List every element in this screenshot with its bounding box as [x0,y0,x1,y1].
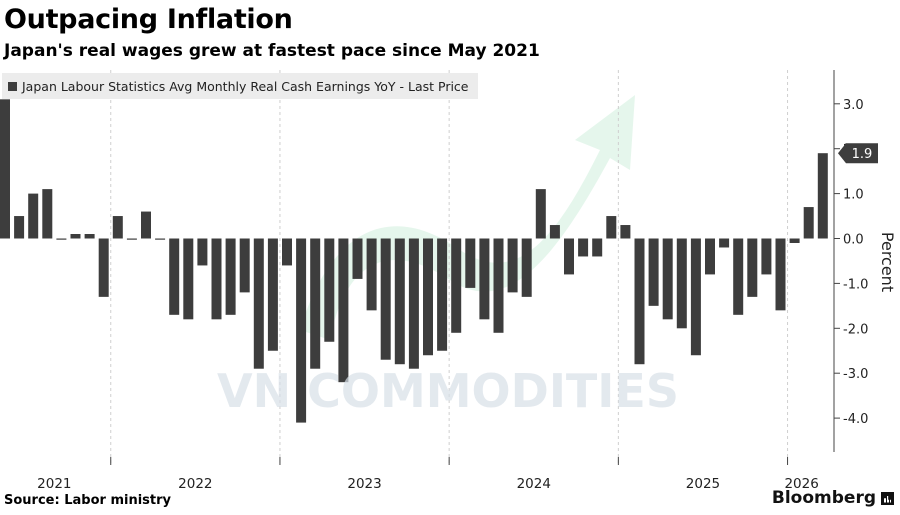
bar [719,238,730,248]
bar [70,234,81,239]
bar [183,238,194,320]
y-tick-label: 3.0 [843,98,864,113]
x-tick-label: 2025 [686,476,720,492]
x-tick-label: 2022 [178,476,212,492]
bar [352,238,363,279]
bar [14,216,25,239]
bar [648,238,659,306]
legend: Japan Labour Statistics Avg Monthly Real… [2,73,478,99]
axes: 3.02.01.00.0-1.0-2.0-3.0-4.0Percent20212… [37,70,897,492]
x-tick-label: 2021 [37,476,71,492]
bar [197,238,208,266]
bar [549,225,560,239]
bar [535,189,546,239]
bar [282,238,292,266]
bars [0,99,828,423]
bar [225,238,236,315]
bar [141,211,151,239]
bar [592,238,603,257]
bar [126,238,137,240]
bar [380,238,391,360]
bar [98,238,109,297]
bar [733,238,744,315]
bar [465,238,476,288]
bar [634,238,645,365]
bar [437,238,448,351]
bar [817,153,828,239]
source-note: Source: Labor ministry [4,493,171,508]
bar [239,238,250,293]
bar [521,238,532,297]
bar [366,238,377,311]
y-tick-label: 0.0 [843,233,864,248]
bar [676,238,687,329]
bar [42,189,53,239]
watermark-text: VN COMMODITIES [217,364,679,418]
bar [155,238,166,240]
bar [112,216,123,239]
bar [84,234,95,239]
bar [564,238,574,275]
legend-label: Japan Labour Statistics Avg Monthly Real… [22,78,469,94]
bar [267,238,278,351]
bar [493,238,504,333]
bar [310,238,321,369]
brand-name: Bloomberg [771,488,876,508]
y-tick-label: 1.0 [843,188,864,203]
bar [789,238,800,243]
bar [620,225,631,239]
bar [423,238,433,356]
bar [296,238,307,423]
x-tick-label: 2026 [784,476,818,492]
chart-title: Outpacing Inflation [4,4,293,35]
y-tick-label: -4.0 [843,412,868,427]
bar [507,238,518,293]
bar [56,238,67,240]
bar [662,238,673,320]
y-tick-label: -3.0 [843,367,868,382]
bar [338,238,349,383]
bar [211,238,222,320]
y-axis-title: Percent [878,232,897,292]
bar [479,238,490,320]
bar [705,238,715,275]
bar [761,238,772,275]
bar [28,193,39,239]
bar [690,238,701,356]
bar [324,238,335,342]
y-tick-label: -2.0 [843,322,868,337]
watermark-arrow-icon [300,95,635,340]
bar [578,238,589,257]
last-value-label: 1.9 [852,147,873,162]
bar [394,238,405,365]
x-tick-label: 2024 [517,476,551,492]
bar [775,238,786,311]
brand-logo: Bloomberg [772,488,894,508]
bar [606,216,617,239]
bar [747,238,758,297]
bar [253,238,264,369]
bar [803,207,814,239]
chart-subtitle: Japan's real wages grew at fastest pace … [4,41,540,61]
legend-swatch [8,81,17,91]
y-tick-label: -1.0 [843,277,868,292]
bar [408,238,419,369]
bar [169,238,180,315]
bar [451,238,462,333]
bar [0,99,10,239]
watermark [300,95,635,340]
last-value-callout [838,143,878,164]
x-tick-label: 2023 [347,476,381,492]
bloomberg-chart-icon [881,491,894,505]
